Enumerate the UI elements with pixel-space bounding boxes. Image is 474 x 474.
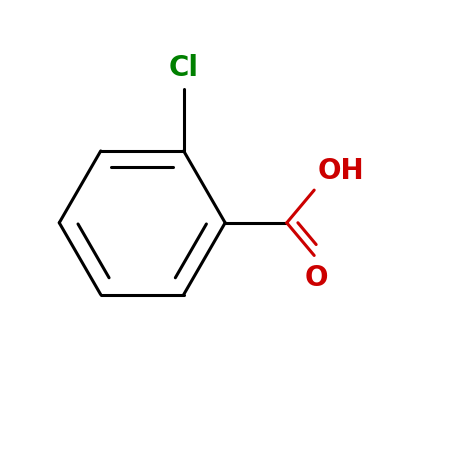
Text: OH: OH	[318, 157, 365, 185]
Text: O: O	[305, 264, 328, 292]
Text: Cl: Cl	[169, 54, 199, 82]
